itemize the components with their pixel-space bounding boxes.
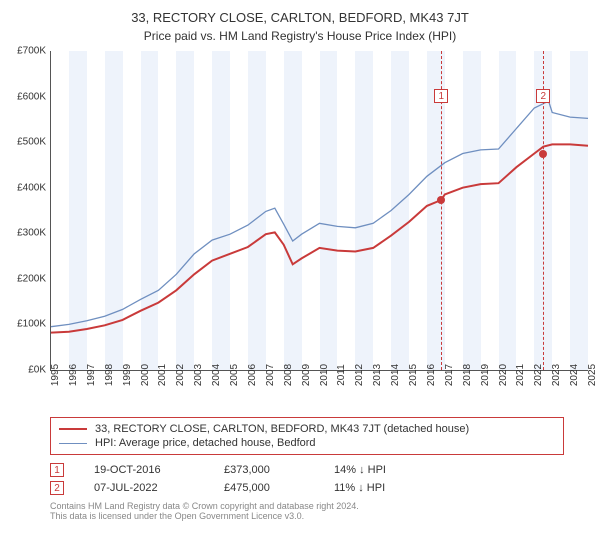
x-tick-label: 2010	[319, 364, 330, 386]
footer-attribution: Contains HM Land Registry data © Crown c…	[50, 501, 564, 521]
sale-row: 2 07-JUL-2022 £475,000 11% ↓ HPI	[50, 479, 564, 497]
chart-area: £0K£100K£200K£300K£400K£500K£600K£700K 1…	[8, 51, 588, 413]
x-tick-label: 2023	[551, 364, 562, 386]
legend-swatch	[59, 443, 87, 444]
legend-text: HPI: Average price, detached house, Bedf…	[95, 437, 316, 449]
y-tick-label: £400K	[17, 182, 46, 193]
x-tick-label: 2009	[301, 364, 312, 386]
x-tick-label: 2018	[462, 364, 473, 386]
series-hpi	[51, 101, 588, 327]
legend-text: 33, RECTORY CLOSE, CARLTON, BEDFORD, MK4…	[95, 423, 469, 435]
plot-svg	[51, 51, 588, 370]
sale-marker-label: 2	[536, 89, 550, 103]
y-tick-label: £0K	[28, 365, 46, 376]
x-tick-label: 2002	[175, 364, 186, 386]
sale-number-badge: 1	[50, 463, 64, 477]
x-tick-label: 1997	[86, 364, 97, 386]
sales-table: 1 19-OCT-2016 £373,000 14% ↓ HPI 2 07-JUL-202…	[50, 461, 564, 497]
footer-line2: This data is licensed under the Open Gov…	[50, 511, 564, 521]
x-tick-label: 2000	[140, 364, 151, 386]
footer-line1: Contains HM Land Registry data © Crown c…	[50, 501, 564, 511]
x-tick-label: 2001	[157, 364, 168, 386]
plot-area: 12	[50, 51, 588, 371]
x-tick-label: 2007	[265, 364, 276, 386]
x-tick-label: 2012	[354, 364, 365, 386]
chart-title: 33, RECTORY CLOSE, CARLTON, BEDFORD, MK4…	[0, 0, 600, 25]
y-tick-label: £100K	[17, 319, 46, 330]
legend-box: 33, RECTORY CLOSE, CARLTON, BEDFORD, MK4…	[50, 417, 564, 455]
x-tick-label: 1995	[50, 364, 61, 386]
x-tick-label: 2017	[444, 364, 455, 386]
y-tick-label: £600K	[17, 91, 46, 102]
sale-number-badge: 2	[50, 481, 64, 495]
sale-date: 19-OCT-2016	[94, 464, 194, 476]
x-tick-label: 2014	[390, 364, 401, 386]
sale-price: £373,000	[224, 464, 304, 476]
x-axis: 1995199619971998199920002001200220032004…	[50, 371, 588, 413]
legend-row: 33, RECTORY CLOSE, CARLTON, BEDFORD, MK4…	[59, 422, 555, 436]
sale-delta: 14% ↓ HPI	[334, 464, 386, 476]
sale-marker-label: 1	[434, 89, 448, 103]
sale-delta: 11% ↓ HPI	[334, 482, 385, 494]
x-tick-label: 2006	[247, 364, 258, 386]
x-tick-label: 2022	[533, 364, 544, 386]
x-tick-label: 2003	[193, 364, 204, 386]
sale-marker-dot	[437, 196, 445, 204]
sale-marker-dot	[539, 150, 547, 158]
sale-date: 07-JUL-2022	[94, 482, 194, 494]
y-axis: £0K£100K£200K£300K£400K£500K£600K£700K	[8, 51, 50, 371]
sale-row: 1 19-OCT-2016 £373,000 14% ↓ HPI	[50, 461, 564, 479]
x-tick-label: 2013	[372, 364, 383, 386]
x-tick-label: 1999	[122, 364, 133, 386]
y-tick-label: £700K	[17, 46, 46, 57]
legend-row: HPI: Average price, detached house, Bedf…	[59, 436, 555, 450]
x-tick-label: 2020	[498, 364, 509, 386]
sale-price: £475,000	[224, 482, 304, 494]
x-tick-label: 1996	[68, 364, 79, 386]
x-tick-label: 2004	[211, 364, 222, 386]
x-tick-label: 2024	[569, 364, 580, 386]
x-tick-label: 2011	[336, 364, 347, 386]
x-tick-label: 2019	[480, 364, 491, 386]
x-tick-label: 2015	[408, 364, 419, 386]
x-tick-label: 1998	[104, 364, 115, 386]
y-tick-label: £500K	[17, 137, 46, 148]
y-tick-label: £300K	[17, 228, 46, 239]
x-tick-label: 2021	[515, 364, 526, 386]
chart-subtitle: Price paid vs. HM Land Registry's House …	[0, 25, 600, 51]
x-tick-label: 2005	[229, 364, 240, 386]
legend-swatch	[59, 428, 87, 430]
y-tick-label: £200K	[17, 273, 46, 284]
x-tick-label: 2016	[426, 364, 437, 386]
x-tick-label: 2025	[587, 364, 598, 386]
x-tick-label: 2008	[283, 364, 294, 386]
